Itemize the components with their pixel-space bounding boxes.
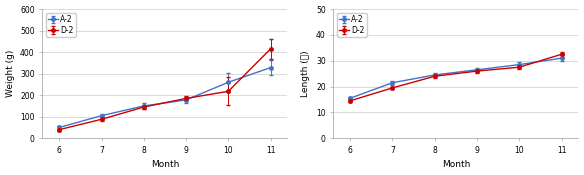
Y-axis label: Weight (g): Weight (g) [6, 50, 15, 97]
Legend: A-2, D-2: A-2, D-2 [46, 13, 75, 37]
X-axis label: Month: Month [151, 160, 179, 169]
X-axis label: Month: Month [442, 160, 470, 169]
Legend: A-2, D-2: A-2, D-2 [337, 13, 367, 37]
Y-axis label: Length (㎝): Length (㎝) [301, 50, 310, 97]
